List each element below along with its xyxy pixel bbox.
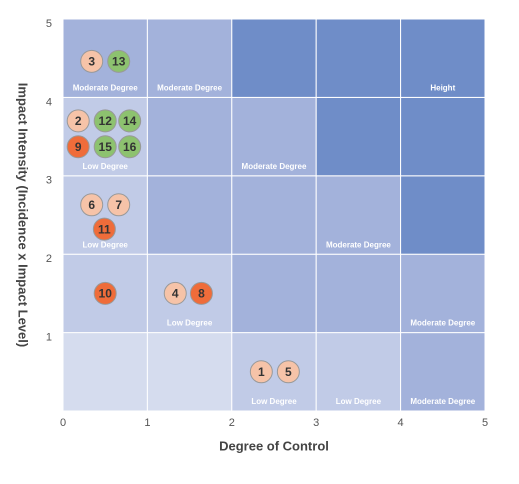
x-tick-label: 3: [313, 417, 319, 429]
risk-label: 16: [123, 140, 137, 154]
matrix-cell: [146, 175, 233, 255]
x-axis-title: Degree of Control: [219, 438, 329, 453]
x-tick-label: 0: [60, 417, 66, 429]
risk-label: 1: [258, 365, 265, 379]
risk-point: [92, 217, 116, 241]
matrix-cell: [400, 96, 486, 177]
risk-point: [93, 135, 117, 159]
risk-point: [66, 135, 90, 159]
matrix-cell: [231, 18, 317, 98]
risk-point: [189, 281, 213, 305]
cell-label: Moderate Degree: [242, 162, 307, 171]
matrix-cell: [315, 253, 402, 334]
matrix-cell: [146, 253, 233, 334]
cell-label: Moderate Degree: [410, 397, 475, 406]
cell-label: Moderate Degree: [73, 84, 138, 93]
matrix-cell: [62, 175, 148, 255]
risk-point: [93, 281, 117, 305]
risk-point: [66, 109, 90, 133]
matrix-cell: [400, 253, 486, 334]
risk-point: [249, 360, 273, 384]
y-tick-label: 4: [46, 96, 52, 108]
x-tick-label: 4: [398, 417, 404, 429]
risk-label: 15: [99, 140, 113, 154]
risk-point: [107, 193, 131, 217]
y-tick-label: 2: [46, 253, 52, 265]
risk-label: 10: [99, 287, 113, 301]
risk-point: [118, 109, 142, 133]
risk-point: [276, 360, 300, 384]
risk-label: 7: [115, 198, 122, 212]
x-tick-label: 5: [482, 417, 488, 429]
x-tick-label: 1: [144, 417, 150, 429]
risk-point: [118, 135, 142, 159]
cell-label: Moderate Degree: [157, 84, 222, 93]
matrix-cell: [146, 332, 233, 412]
cell-label: Height: [430, 84, 455, 93]
risk-label: 6: [88, 198, 95, 212]
cell-label: Low Degree: [251, 397, 297, 406]
risk-point: [163, 281, 187, 305]
risk-label: 3: [88, 55, 95, 69]
matrix-cell: [231, 96, 317, 177]
cell-label: Low Degree: [83, 240, 129, 249]
x-tick-label: 2: [229, 417, 235, 429]
risk-label: 9: [75, 140, 82, 154]
matrix-cell: [146, 18, 233, 98]
matrix-cell: [315, 332, 402, 412]
cell-label: Moderate Degree: [410, 319, 475, 328]
risk-label: 12: [99, 114, 113, 128]
cell-label: Moderate Degree: [326, 240, 391, 249]
risk-label: 5: [285, 365, 292, 379]
risk-label: 4: [172, 287, 179, 301]
matrix-cell: [400, 18, 486, 98]
matrix-cell: [231, 332, 317, 412]
cell-label: Low Degree: [167, 319, 213, 328]
y-axis-title: Impact Intensity (Incidence x Impact Lev…: [16, 83, 31, 347]
matrix-cell: [146, 96, 233, 177]
matrix-cell: [400, 175, 486, 255]
y-tick-label: 1: [46, 332, 52, 344]
matrix-cell: [231, 175, 317, 255]
cell-label: Low Degree: [83, 162, 129, 171]
risk-label: 11: [98, 222, 111, 236]
risk-label: 14: [123, 114, 137, 128]
risk-point: [80, 193, 104, 217]
risk-label: 2: [75, 114, 82, 128]
risk-label: 8: [198, 287, 205, 301]
y-tick-label: 5: [46, 18, 52, 30]
cell-label: Low Degree: [336, 397, 382, 406]
matrix-cell: [315, 18, 402, 98]
risk-point: [80, 49, 104, 73]
risk-label: 13: [112, 55, 126, 69]
risk-point: [93, 109, 117, 133]
matrix-cell: [231, 253, 317, 334]
y-tick-label: 3: [46, 175, 52, 187]
risk-point: [107, 49, 131, 73]
matrix-cell: [62, 332, 148, 412]
matrix-cell: [315, 96, 402, 177]
matrix-cell: [315, 175, 402, 255]
